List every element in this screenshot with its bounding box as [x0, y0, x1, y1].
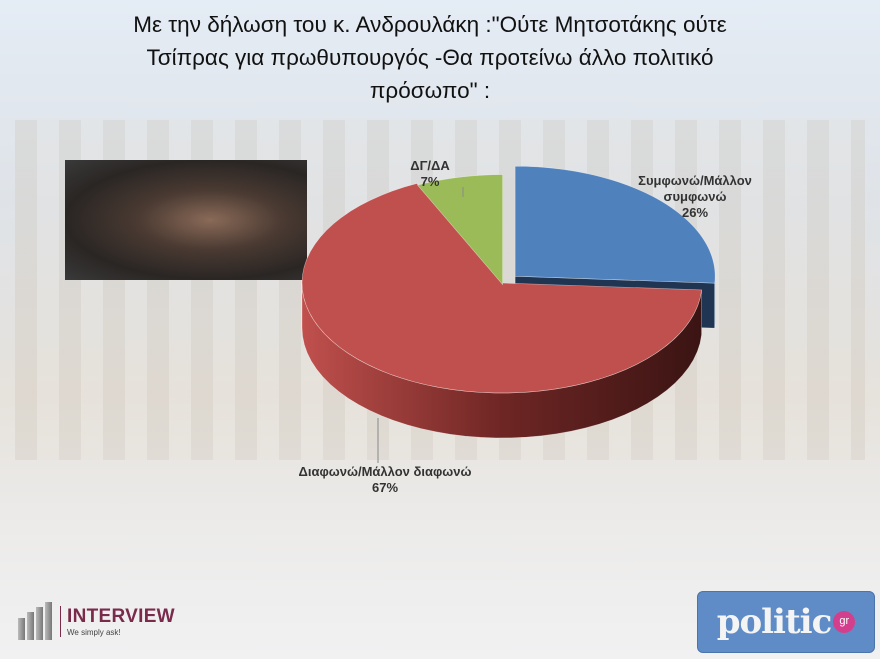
- chart-title: Με την δήλωση του κ. Ανδρουλάκη :"Ούτε Μ…: [40, 8, 820, 107]
- title-line: Τσίπρας για πρωθυπουργός -Θα προτείνω άλ…: [146, 45, 714, 70]
- politic-logo: politic gr: [697, 591, 875, 653]
- pie-slice: [514, 165, 716, 284]
- pie-slice: [301, 183, 702, 394]
- interview-tagline: We simply ask!: [67, 627, 121, 637]
- slice-label-agree: Συμφωνώ/Μάλλον συμφωνώ 26%: [638, 173, 752, 220]
- slice-label-disagree: Διαφωνώ/Μάλλον διαφωνώ 67%: [298, 464, 472, 495]
- interview-bars-icon: [18, 602, 52, 640]
- interview-name: INTERVIEW: [67, 605, 175, 627]
- interview-logo: INTERVIEW We simply ask!: [18, 602, 175, 640]
- title-line: Με την δήλωση του κ. Ανδρουλάκη :"Ούτε Μ…: [133, 12, 727, 37]
- pie-slice: [416, 174, 503, 286]
- title-line: πρόσωπο" :: [369, 78, 491, 103]
- politician-photo: [65, 160, 307, 280]
- slice-label-dk: ΔΓ/ΔΑ 7%: [410, 158, 450, 189]
